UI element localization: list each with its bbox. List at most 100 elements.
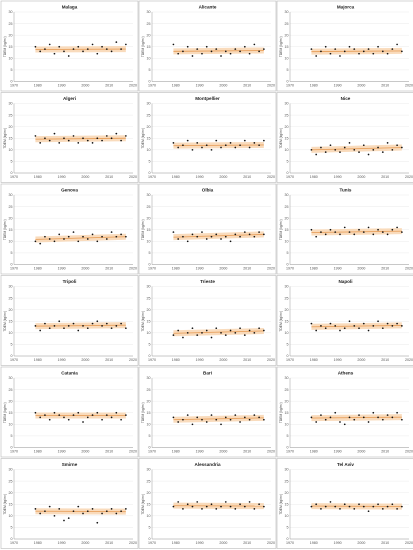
data-point — [339, 151, 341, 153]
data-point — [82, 421, 84, 423]
data-point — [201, 331, 203, 334]
data-point — [63, 519, 65, 522]
data-point — [105, 414, 108, 416]
data-point — [258, 50, 260, 53]
data-point — [86, 139, 89, 142]
data-point — [86, 416, 89, 419]
chart-panel: Athens 0 5 10 15 20 25 30 1970 1980 1990 2000 2010 20… — [276, 366, 413, 458]
x-tick-label: 1990 — [58, 175, 66, 179]
x-tick-label: 2000 — [219, 175, 227, 179]
y-tick-label: 15 — [285, 136, 289, 140]
x-tick-label: 1980 — [310, 541, 318, 545]
x-tick-label: 2020 — [405, 450, 413, 454]
data-point — [44, 414, 46, 416]
chart-panel: Smirne 0 5 10 15 20 25 30 1970 1980 1990 2000 2010 20… — [0, 458, 139, 549]
x-tick-label: 1980 — [172, 84, 180, 88]
data-point — [310, 228, 313, 231]
data-point — [320, 508, 322, 510]
x-tick-label: 2000 — [357, 358, 365, 362]
data-point — [205, 45, 208, 48]
data-point — [182, 418, 184, 421]
data-point — [120, 48, 122, 50]
data-point — [253, 235, 256, 238]
data-point — [391, 325, 394, 327]
data-point — [348, 231, 351, 233]
y-tick-label: 10 — [285, 240, 289, 244]
data-point — [229, 240, 232, 243]
data-point — [115, 411, 118, 414]
y-tick-label: 5 — [287, 526, 289, 530]
data-point — [196, 142, 199, 144]
data-point — [353, 48, 356, 50]
y-tick-label: 20 — [285, 491, 289, 495]
data-point — [372, 505, 375, 508]
data-point — [234, 48, 237, 50]
data-point — [372, 148, 375, 151]
data-point — [186, 45, 189, 48]
x-tick-label: 1970 — [10, 267, 18, 271]
x-tick-label: 2020 — [267, 175, 275, 179]
y-tick-label: 15 — [9, 228, 13, 232]
chart-title: Napoli — [338, 279, 352, 284]
y-tick-label: 0 — [287, 354, 289, 358]
y-tick-label: 20 — [285, 308, 289, 312]
x-tick-label: 1990 — [58, 358, 66, 362]
y-tick-label: 10 — [9, 240, 13, 244]
x-tick-label: 2020 — [129, 358, 137, 362]
data-point — [53, 325, 56, 327]
data-point — [91, 43, 94, 46]
x-tick-label: 1980 — [34, 267, 42, 271]
data-point — [243, 416, 246, 419]
x-tick-label: 2010 — [105, 450, 113, 454]
data-point — [86, 327, 89, 330]
data-point — [391, 503, 394, 506]
y-tick-label: 30 — [9, 10, 13, 14]
data-point — [191, 505, 194, 508]
data-point — [115, 132, 118, 135]
data-point — [125, 414, 127, 416]
data-point — [224, 50, 227, 53]
panel-frame — [0, 183, 139, 275]
data-point — [253, 142, 256, 144]
y-tick-label: 15 — [147, 136, 151, 140]
y-tick-label: 0 — [149, 446, 151, 450]
data-point — [348, 505, 351, 508]
chart-panel: Trieste 0 5 10 15 20 25 30 1970 1980 1990 2000 2010 2… — [138, 275, 277, 366]
panel-frame — [276, 275, 413, 366]
y-tick-label: 20 — [147, 125, 151, 129]
data-point — [172, 231, 175, 233]
x-tick-label: 2010 — [381, 541, 389, 545]
data-point — [120, 139, 122, 142]
x-tick-label: 1980 — [310, 450, 318, 454]
data-point — [201, 508, 203, 510]
data-point — [315, 421, 318, 423]
data-point — [358, 414, 360, 416]
x-tick-label: 1980 — [34, 84, 42, 88]
data-point — [324, 418, 327, 421]
y-tick-label: 25 — [285, 479, 289, 483]
x-tick-label: 1990 — [334, 175, 342, 179]
x-tick-label: 1980 — [310, 267, 318, 271]
data-point — [201, 418, 203, 421]
x-tick-label: 1970 — [10, 175, 18, 179]
data-point — [101, 418, 103, 421]
data-point — [77, 240, 80, 243]
data-point — [339, 421, 341, 423]
data-point — [248, 233, 251, 236]
data-point — [63, 137, 65, 140]
y-tick-label: 10 — [9, 331, 13, 335]
data-point — [205, 329, 208, 332]
y-tick-label: 20 — [9, 491, 13, 495]
data-point — [377, 320, 379, 323]
data-point — [362, 416, 365, 419]
trend-line — [311, 50, 402, 53]
data-point — [343, 327, 346, 330]
data-point — [248, 329, 251, 332]
data-point — [248, 146, 251, 149]
data-point — [239, 421, 241, 423]
data-point — [201, 146, 203, 149]
y-axis-label: TDEM (kg/m²) — [279, 128, 283, 149]
data-point — [105, 238, 108, 240]
data-point — [186, 240, 189, 243]
data-point — [381, 151, 384, 153]
